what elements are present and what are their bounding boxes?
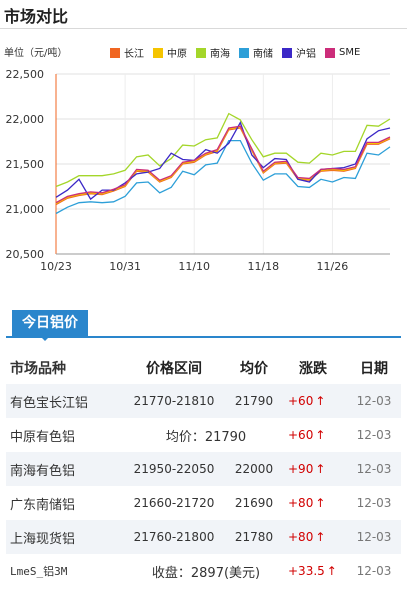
price-date: 12-03 xyxy=(356,428,392,442)
legend-item-sme[interactable]: SME xyxy=(325,45,360,60)
tab-pointer xyxy=(40,336,50,341)
legend-item-nanchu[interactable]: 南储 xyxy=(239,45,273,60)
market-name-link[interactable]: 广东南储铝 xyxy=(10,497,76,513)
price-date: 12-03 xyxy=(356,530,392,544)
series-line-5 xyxy=(55,125,391,204)
table-row: 有色宝长江铝 21770-21810 21790 +60 ↑ 12-03 xyxy=(6,384,401,418)
price-change: +60 ↑ xyxy=(288,384,338,418)
price-date: 12-03 xyxy=(356,564,392,578)
change-value: +80 xyxy=(288,530,314,544)
arrow-up-icon: ↑ xyxy=(315,530,326,544)
legend-label: 长江 xyxy=(124,49,144,60)
y-tick-label: 21,000 xyxy=(6,203,45,216)
change-value: +90 xyxy=(288,462,314,476)
legend-label: 南海 xyxy=(210,49,230,60)
x-tick-label: 11/26 xyxy=(317,260,349,273)
price-date: 12-03 xyxy=(356,462,392,476)
legend-item-nanhai[interactable]: 南海 xyxy=(196,45,230,60)
x-tick-label: 10/23 xyxy=(40,260,72,273)
y-tick-label: 22,000 xyxy=(6,113,45,126)
arrow-up-icon: ↑ xyxy=(315,496,326,510)
chart-legend: 长江 中原 南海 南储 沪铝 SME xyxy=(110,45,369,60)
legend-label: 中原 xyxy=(167,49,187,60)
series-line-3 xyxy=(55,139,391,215)
change-value: +60 xyxy=(288,428,314,442)
legend-item-hulv[interactable]: 沪铝 xyxy=(282,45,316,60)
legend-swatch xyxy=(325,47,335,58)
table-row: LmeS_铝3M 收盘：2897(美元) +33.5 ↑ 12-03 xyxy=(6,554,401,588)
legend-label: SME xyxy=(339,47,361,58)
x-tick-label: 11/10 xyxy=(178,260,210,273)
close-price-merged: 收盘：2897(美元) xyxy=(151,565,261,581)
y-tick-label: 21,500 xyxy=(6,158,45,171)
arrow-up-icon: ↑ xyxy=(315,428,326,442)
avg-price: 22000 xyxy=(234,462,274,476)
header-avg: 均价 xyxy=(240,361,268,377)
price-range: 21760-21800 xyxy=(133,530,215,544)
price-table: 市场品种 价格区间 均价 涨跌 日期 有色宝长江铝 21770-21810 21… xyxy=(6,352,401,588)
header-date: 日期 xyxy=(360,361,388,377)
series-line-4 xyxy=(55,121,391,201)
arrow-up-icon: ↑ xyxy=(315,394,326,408)
y-tick-label: 22,500 xyxy=(6,68,45,81)
avg-price-merged: 均价：21790 xyxy=(165,429,247,445)
arrow-up-icon: ↑ xyxy=(326,564,337,578)
change-value: +33.5 xyxy=(288,564,325,578)
tab-today-price[interactable]: 今日铝价 xyxy=(12,310,88,336)
arrow-up-icon: ↑ xyxy=(315,462,326,476)
header-range: 价格区间 xyxy=(146,361,202,377)
market-name-link[interactable]: 南海有色铝 xyxy=(10,463,76,479)
chart-unit-label: 单位（元/吨） xyxy=(4,48,68,59)
price-change: +33.5 ↑ xyxy=(288,554,338,588)
price-change: +90 ↑ xyxy=(288,452,338,486)
market-name-link[interactable]: LmeS_铝3M xyxy=(10,565,68,578)
avg-price: 21790 xyxy=(234,394,274,408)
legend-swatch xyxy=(282,47,292,58)
market-name-link[interactable]: 中原有色铝 xyxy=(10,429,76,445)
price-date: 12-03 xyxy=(356,394,392,408)
legend-swatch xyxy=(153,47,163,58)
table-row: 中原有色铝 均价：21790 +60 ↑ 12-03 xyxy=(6,418,401,452)
legend-item-zhongyuan[interactable]: 中原 xyxy=(153,45,187,60)
price-range: 21660-21720 xyxy=(133,496,215,510)
change-value: +60 xyxy=(288,394,314,408)
header-change: 涨跌 xyxy=(299,361,327,377)
market-name-link[interactable]: 上海现货铝 xyxy=(10,531,76,547)
header-name: 市场品种 xyxy=(10,361,66,377)
avg-price: 21690 xyxy=(234,496,274,510)
price-change: +60 ↑ xyxy=(288,418,338,452)
x-tick-label: 11/18 xyxy=(247,260,279,273)
table-row: 上海现货铝 21760-21800 21780 +80 ↑ 12-03 xyxy=(6,520,401,554)
legend-swatch xyxy=(196,47,206,58)
price-date: 12-03 xyxy=(356,496,392,510)
price-change: +80 ↑ xyxy=(288,486,338,520)
title-divider xyxy=(0,28,407,29)
section-title: 市场对比 xyxy=(4,7,69,26)
table-row: 南海有色铝 21950-22050 22000 +90 ↑ 12-03 xyxy=(6,452,401,486)
legend-label: 沪铝 xyxy=(296,49,316,60)
legend-swatch xyxy=(110,47,120,58)
change-value: +80 xyxy=(288,496,314,510)
price-line-chart: 20,500 21,000 21,500 22,000 22,500 10/23 10/31… xyxy=(6,68,391,273)
legend-item-changjiang[interactable]: 长江 xyxy=(110,45,144,60)
x-tick-label: 10/31 xyxy=(109,260,141,273)
legend-swatch xyxy=(239,47,249,58)
avg-price: 21780 xyxy=(234,530,274,544)
y-tick-label: 20,500 xyxy=(6,248,45,261)
series-line-2 xyxy=(55,112,391,188)
today-section-header: 今日铝价 xyxy=(6,310,401,341)
table-row: 广东南储铝 21660-21720 21690 +80 ↑ 12-03 xyxy=(6,486,401,520)
price-range: 21950-22050 xyxy=(133,462,215,476)
market-name-link[interactable]: 有色宝长江铝 xyxy=(10,395,89,411)
price-change: +80 ↑ xyxy=(288,520,338,554)
legend-label: 南储 xyxy=(253,49,273,60)
table-header-row: 市场品种 价格区间 均价 涨跌 日期 xyxy=(6,352,401,384)
price-range: 21770-21810 xyxy=(133,394,215,408)
